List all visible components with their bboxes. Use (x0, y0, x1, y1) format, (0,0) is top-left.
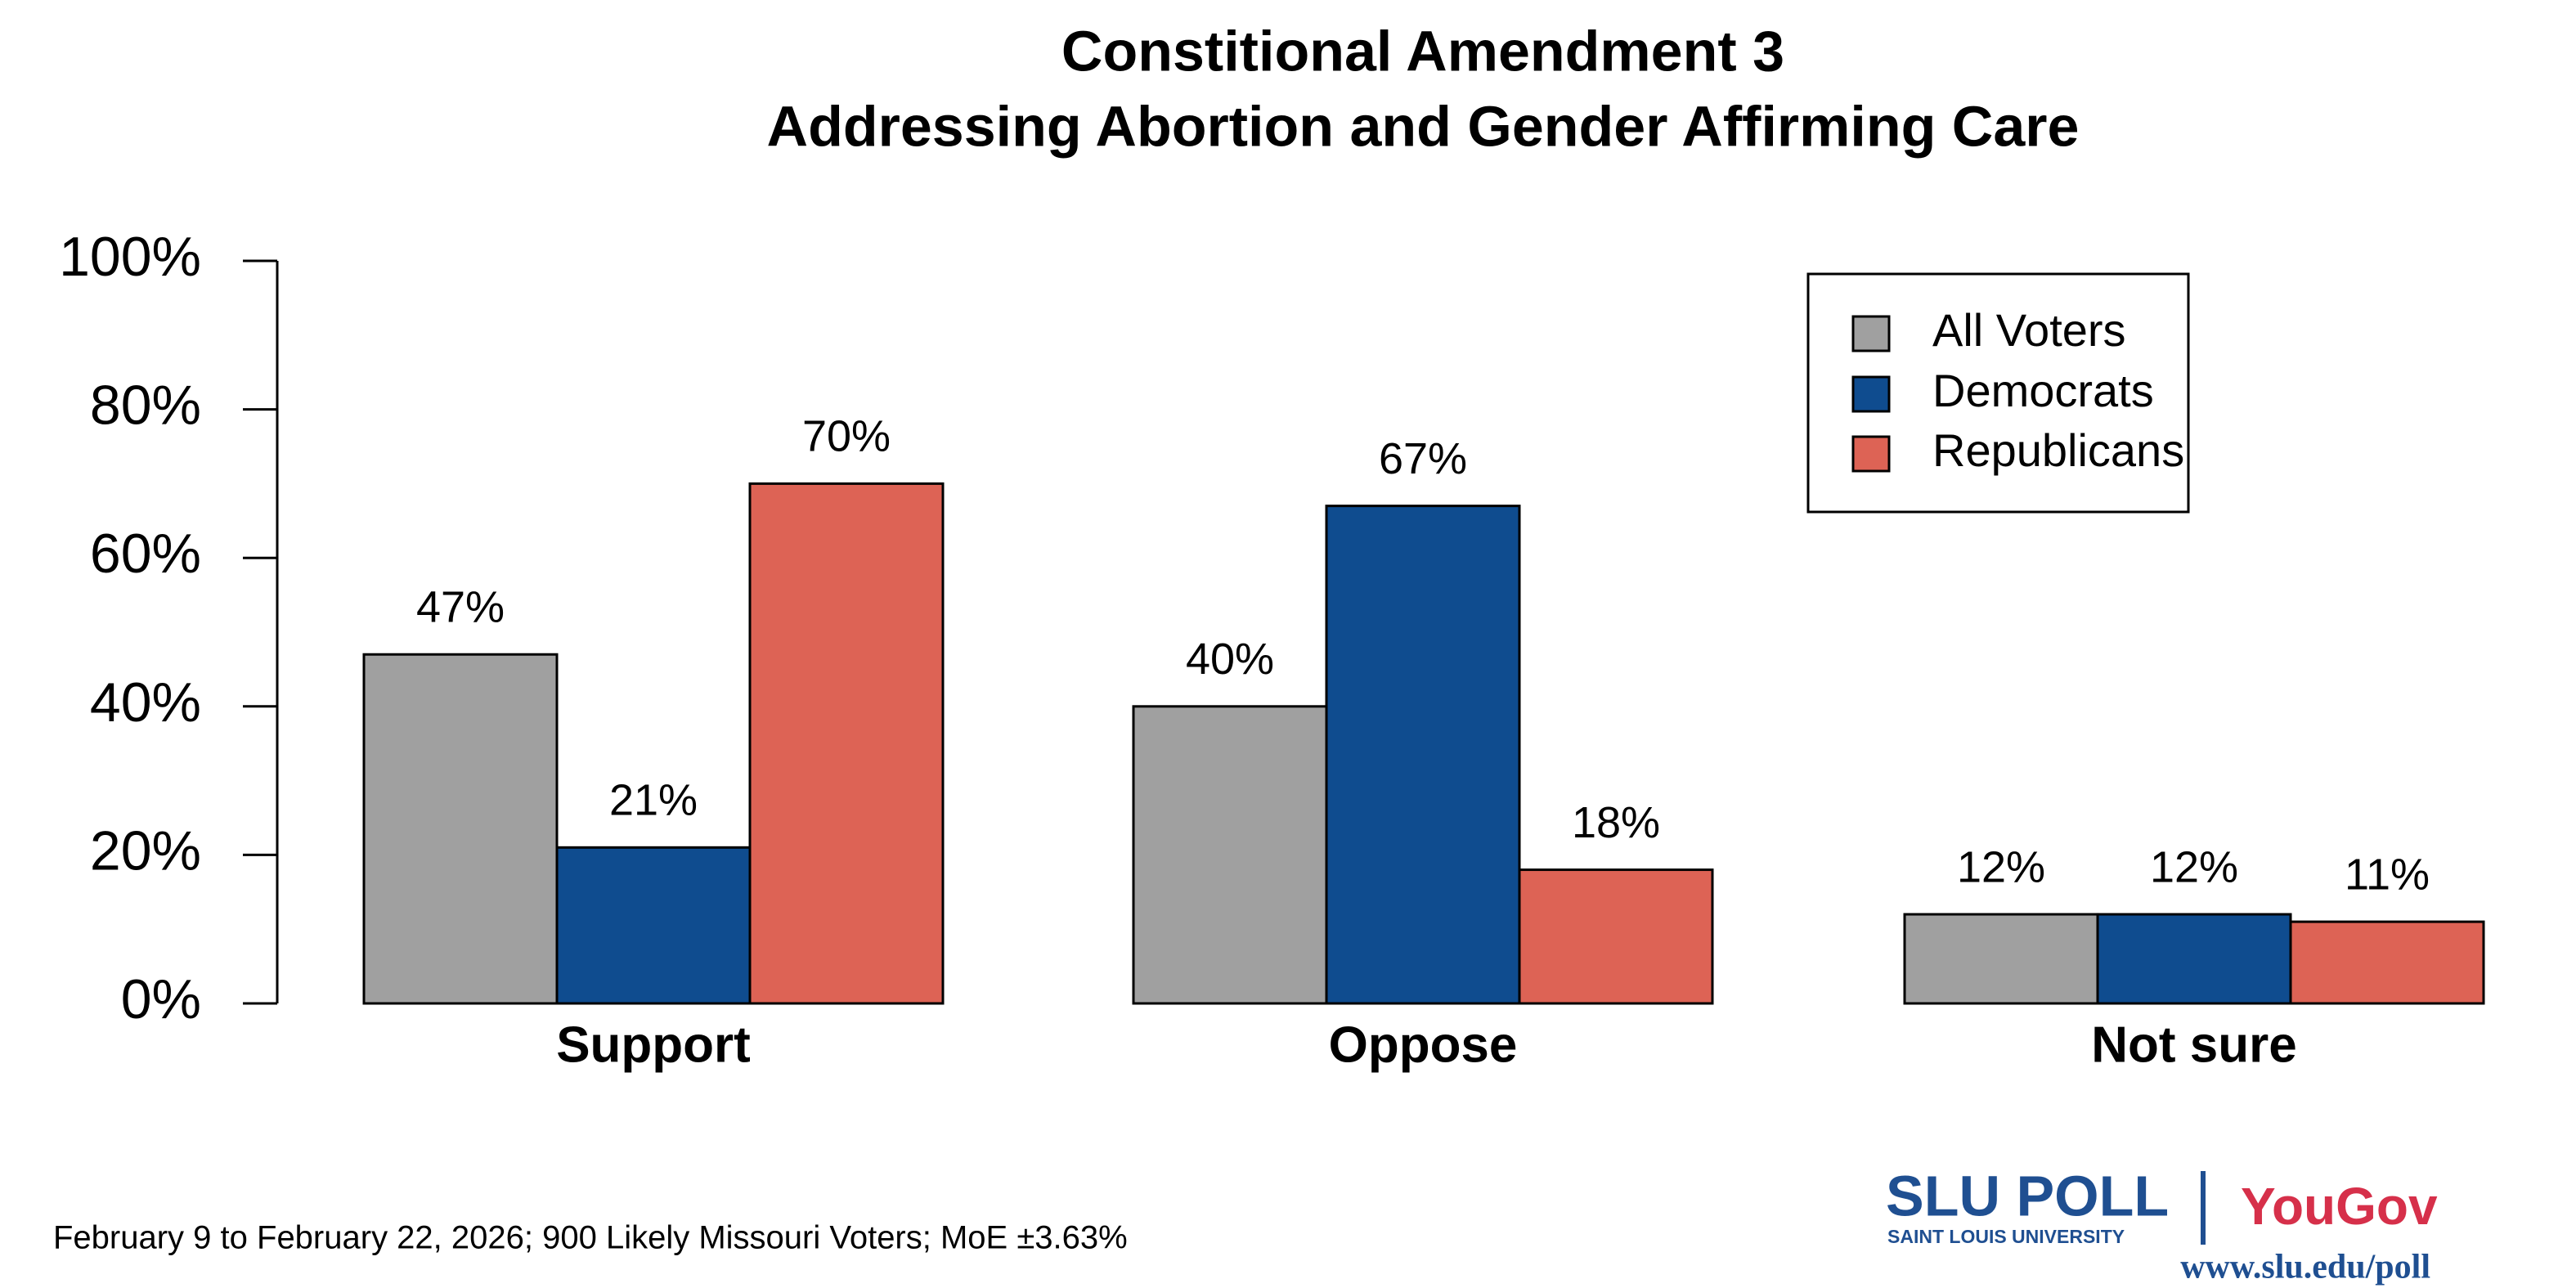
chart-title: Constitional Amendment 3 (1061, 19, 1784, 83)
legend-label: Democrats (1932, 365, 2154, 416)
legend-swatch (1851, 375, 1891, 413)
bar (2096, 913, 2292, 1005)
y-tick-label: 100% (59, 226, 201, 288)
value-label: 18% (1572, 798, 1660, 847)
value-label: 67% (1379, 434, 1467, 483)
bar (555, 846, 752, 1005)
source-note: February 9 to February 22, 2026; 900 Lik… (53, 1220, 1128, 1256)
bar (1325, 505, 1521, 1005)
logo-sub: SAINT LOUIS UNIVERSITY (1887, 1226, 2125, 1247)
value-label: 70% (802, 412, 891, 461)
y-tick-label: 0% (121, 968, 201, 1030)
logo-org: SLU POLL (1886, 1164, 2169, 1227)
y-tick-label: 80% (90, 375, 201, 437)
legend-swatch (1851, 315, 1891, 352)
bar (1518, 868, 1714, 1005)
value-label: 11% (2345, 850, 2430, 899)
x-tick-label: Support (556, 1016, 751, 1073)
bar (1132, 705, 1328, 1005)
y-tick-label: 20% (90, 819, 201, 882)
legend-label: All Voters (1932, 304, 2126, 356)
bar (748, 482, 945, 1005)
legend-label: Republicans (1932, 424, 2184, 476)
y-tick-label: 40% (90, 671, 201, 734)
bar (2289, 920, 2485, 1005)
y-tick-label: 60% (90, 523, 201, 585)
logo-url: www.slu.edu/poll (2180, 1249, 2430, 1286)
chart-subtitle: Addressing Abortion and Gender Affirming… (767, 94, 2080, 158)
bar (1903, 913, 2099, 1005)
value-label: 40% (1186, 635, 1274, 684)
value-label: 12% (2150, 842, 2238, 891)
x-tick-label: Not sure (2091, 1016, 2296, 1073)
value-label: 47% (416, 583, 505, 632)
bar (362, 653, 559, 1005)
legend-swatch (1851, 435, 1891, 473)
x-tick-label: Oppose (1329, 1016, 1518, 1073)
logo-partner: YouGov (2241, 1177, 2438, 1236)
value-label: 21% (609, 776, 698, 825)
value-label: 12% (1957, 842, 2045, 891)
